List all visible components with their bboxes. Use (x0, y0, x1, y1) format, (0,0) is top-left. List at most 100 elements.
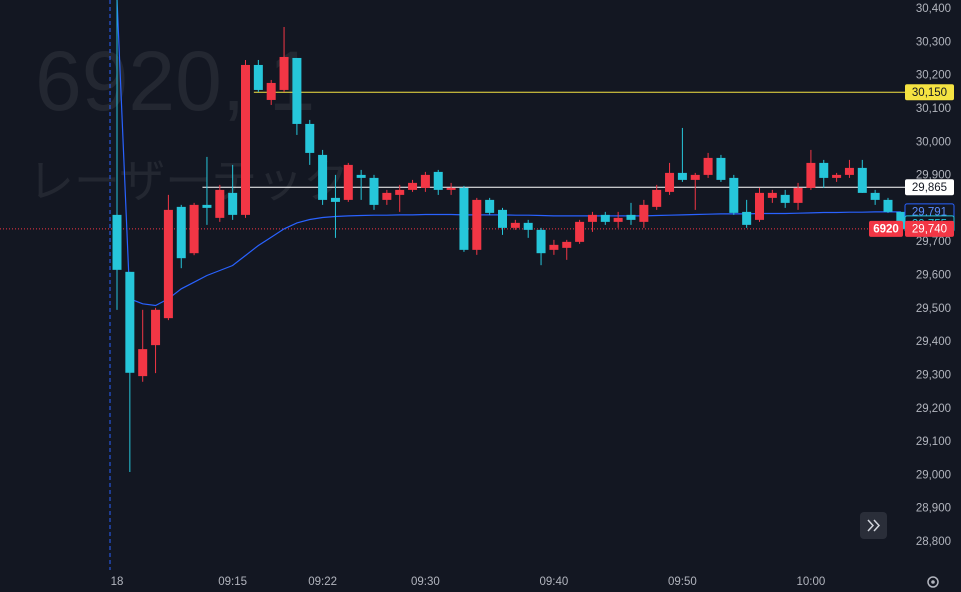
gear-center (931, 580, 935, 584)
plot (0, 0, 905, 473)
candle-body (729, 177, 739, 213)
candle-body (870, 192, 880, 200)
candle-body (523, 222, 533, 230)
x-tick-label: 09:40 (540, 576, 569, 588)
y-tick-label: 29,500 (916, 303, 951, 315)
y-tick-label: 29,100 (916, 436, 951, 448)
y-tick-label: 30,400 (916, 3, 951, 15)
settings-button[interactable] (927, 576, 939, 588)
chevron-icon (867, 519, 881, 532)
candle-body (626, 214, 636, 220)
candle-body (742, 211, 752, 225)
x-tick-label: 10:00 (797, 576, 826, 588)
candle-body (151, 309, 161, 346)
watermark-name: レーザーテック (28, 155, 349, 207)
candle-body (215, 189, 225, 218)
candle-body (189, 204, 199, 254)
hline-label: 30,150 (912, 87, 947, 99)
candle-body (408, 182, 418, 190)
candle-body (536, 229, 546, 254)
y-tick-label: 29,700 (916, 236, 951, 248)
candle-body (459, 187, 469, 250)
candle-body (420, 174, 430, 188)
candle-body (433, 171, 443, 190)
candle-body (356, 174, 366, 178)
candle-body (793, 187, 803, 203)
candle-body (228, 192, 238, 215)
y-tick-label: 30,000 (916, 136, 951, 148)
candle-body (330, 197, 340, 202)
candle-body (279, 56, 289, 90)
candle-body (163, 209, 173, 319)
candle-body (343, 164, 353, 200)
candle-body (716, 157, 726, 180)
candle-body (883, 199, 893, 212)
candle-body (806, 162, 816, 188)
candle-body (382, 192, 392, 200)
candle-body (318, 154, 328, 200)
candle-body (485, 199, 495, 213)
candle-body (446, 187, 456, 190)
x-tick-label: 09:30 (411, 576, 440, 588)
symbol-tag-bg (869, 220, 903, 237)
candle-body (613, 217, 623, 222)
candle-body (652, 189, 662, 207)
candle-body (600, 214, 610, 222)
candle-body (690, 174, 700, 180)
y-tick-label: 29,900 (916, 170, 951, 182)
candle-body (498, 209, 507, 228)
y-tick-label: 29,400 (916, 336, 951, 348)
y-tick-label: 29,200 (916, 403, 951, 415)
candle-body (472, 199, 482, 250)
candle-body (587, 214, 597, 222)
y-tick-label: 29,300 (916, 369, 951, 381)
y-tick-label: 28,800 (916, 536, 951, 548)
candle-body (703, 157, 713, 175)
y-tick-label: 30,100 (916, 103, 951, 115)
candle-body (395, 189, 405, 195)
hline-label-bg (905, 84, 954, 101)
hline-label-bg (905, 179, 954, 196)
candle-body (562, 241, 572, 248)
x-tick-label: 18 (111, 576, 124, 588)
candle-body (639, 204, 649, 222)
candle-body (305, 123, 315, 153)
candle-body (857, 167, 867, 193)
vwap-line (116, 0, 901, 307)
candle-body (819, 162, 829, 178)
candle-body (767, 192, 777, 198)
candle-body (266, 82, 276, 100)
candle-body (125, 271, 135, 373)
candle-body (677, 172, 687, 180)
gear-icon[interactable] (927, 576, 939, 588)
candle-body (780, 194, 790, 203)
candle-body (665, 172, 675, 192)
candle-body (575, 221, 585, 242)
candle-body (896, 211, 905, 229)
last-price-label-bg (905, 220, 954, 237)
x-tick-label: 09:50 (668, 576, 697, 588)
candle-body (253, 64, 263, 90)
y-tick-label: 30,200 (916, 70, 951, 82)
candle-body (112, 214, 122, 270)
candle-body (832, 174, 842, 178)
candle-body (369, 177, 379, 205)
y-tick-label: 30,300 (916, 36, 951, 48)
x-tick-label: 09:22 (308, 576, 337, 588)
candle-body (510, 222, 520, 228)
x-tick-label: 09:15 (218, 576, 247, 588)
candle-body (755, 192, 764, 220)
hline-label: 29,865 (912, 182, 947, 194)
candle-body (138, 349, 148, 377)
candle-body (844, 167, 854, 175)
symbol-tag: 6920 (873, 223, 899, 235)
candle-body (292, 57, 302, 124)
scroll-button[interactable] (860, 512, 887, 539)
y-tick-label: 29,600 (916, 270, 951, 282)
price-axis: 30,400 30,300 30,200 30,100 30,000 29,90029,8… (869, 3, 955, 548)
candle-body (241, 64, 250, 215)
y-tick-label: 28,900 (916, 503, 951, 515)
